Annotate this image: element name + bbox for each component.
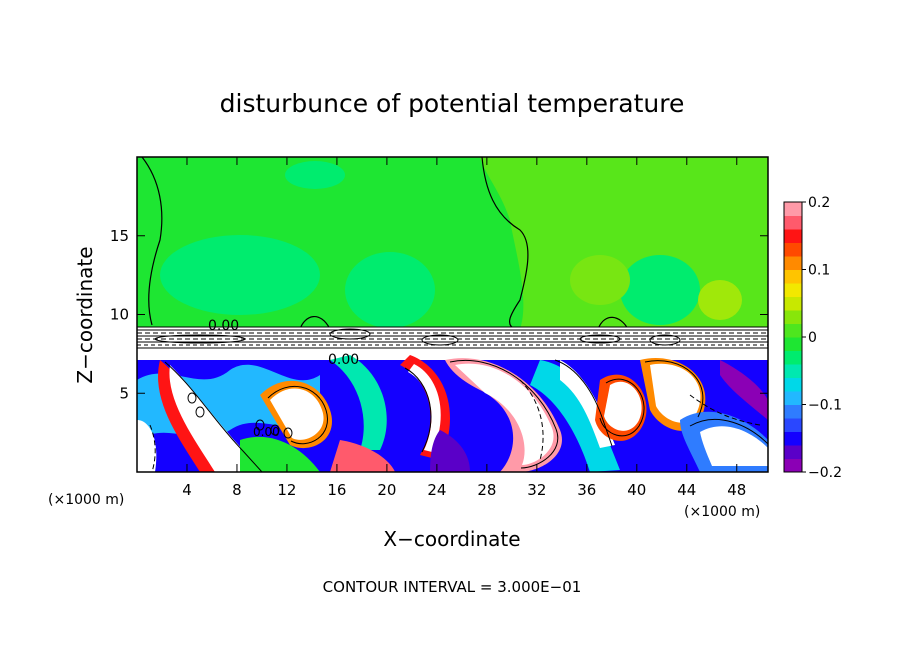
x-tick-label: 16 (327, 481, 346, 499)
colorbar-segment (784, 418, 802, 432)
colorbar-segment (784, 202, 802, 216)
x-tick-label: 44 (677, 481, 696, 499)
upper-field-cool-blob (285, 161, 345, 189)
x-tick-label: 40 (627, 481, 646, 499)
colorbar-segment (784, 350, 802, 365)
upper-field-cool-blob (160, 235, 320, 315)
zero-contour-line (299, 316, 331, 330)
x-tick-label: 28 (477, 481, 496, 499)
colorbar-segment (784, 310, 802, 324)
colorbar-segment (784, 337, 802, 351)
colorbar-segment (784, 283, 802, 297)
colorbar-segment (784, 242, 802, 257)
x-axis: 4 8 12 16 20 24 28 32 36 40 44 48 (182, 157, 746, 499)
colorbar-segment (784, 404, 802, 419)
colorbar-segment (784, 445, 802, 459)
x-tick-label: 20 (377, 481, 396, 499)
colorbar-segment (784, 269, 802, 284)
y-tick-label: 15 (110, 227, 129, 245)
x-tick-label: 8 (232, 481, 242, 499)
colorbar-tick-label: 0 (808, 330, 817, 346)
x-tick-label: 12 (277, 481, 296, 499)
contour-label: 0.00 (328, 352, 359, 368)
chart-title: disturbunce of potential temperature (220, 89, 685, 118)
upper-field-cool-blob (345, 252, 435, 328)
colorbar-segment (784, 215, 802, 230)
colorbar-segment (784, 458, 802, 473)
colorbar-segment (784, 323, 802, 338)
colorbar-segment (784, 256, 802, 270)
zero-contour-line (141, 157, 163, 326)
colorbar-segment (784, 296, 802, 311)
zero-contour-line (597, 316, 629, 330)
colorbar-segment (784, 364, 802, 378)
x-tick-label: 48 (727, 481, 746, 499)
tropopause-contours (137, 326, 768, 349)
colorbar-segment (784, 377, 802, 392)
y-tick-label: 5 (119, 384, 129, 402)
colorbar-frame (783, 201, 803, 473)
zero-contour-line (481, 157, 529, 330)
colorbar: 0.2 0.1 0 −0.1 −0.2 (784, 195, 842, 481)
contour-label: 0.00 (208, 318, 239, 334)
colorbar-tick-label: −0.2 (808, 465, 842, 481)
x-axis-unit-right: (×1000 m) (684, 504, 760, 520)
y-tick-label: 10 (110, 306, 129, 324)
upper-field-warm-blob (698, 280, 742, 320)
colorbar-segment (784, 431, 802, 446)
upper-field-warm-blob (570, 255, 630, 305)
upper-field-cool-blob (620, 255, 700, 325)
colorbar-tick-label: −0.1 (808, 398, 842, 414)
y-axis: 5 10 15 (110, 227, 768, 402)
colorbar-tick-label: 0.2 (808, 195, 830, 211)
x-tick-label: 24 (427, 481, 446, 499)
lower-field-contours (149, 359, 768, 472)
y-axis-label: Z−coordinate (73, 246, 97, 383)
colorbar-tick-label: 0.1 (808, 263, 830, 279)
x-tick-label: 32 (527, 481, 546, 499)
colorbar-segment (784, 391, 802, 405)
contour-label: 0.00 (253, 425, 280, 439)
lower-field-eddies (137, 349, 768, 472)
x-axis-unit-left: (×1000 m) (48, 492, 124, 508)
x-tick-label: 36 (577, 481, 596, 499)
colorbar-segment (784, 229, 802, 243)
contour-interval-note: CONTOUR INTERVAL = 3.000E−01 (323, 578, 582, 596)
plot-area: 0.00 0.00 0.00 (137, 157, 768, 472)
x-tick-label: 4 (182, 481, 192, 499)
x-axis-label: X−coordinate (383, 527, 520, 551)
